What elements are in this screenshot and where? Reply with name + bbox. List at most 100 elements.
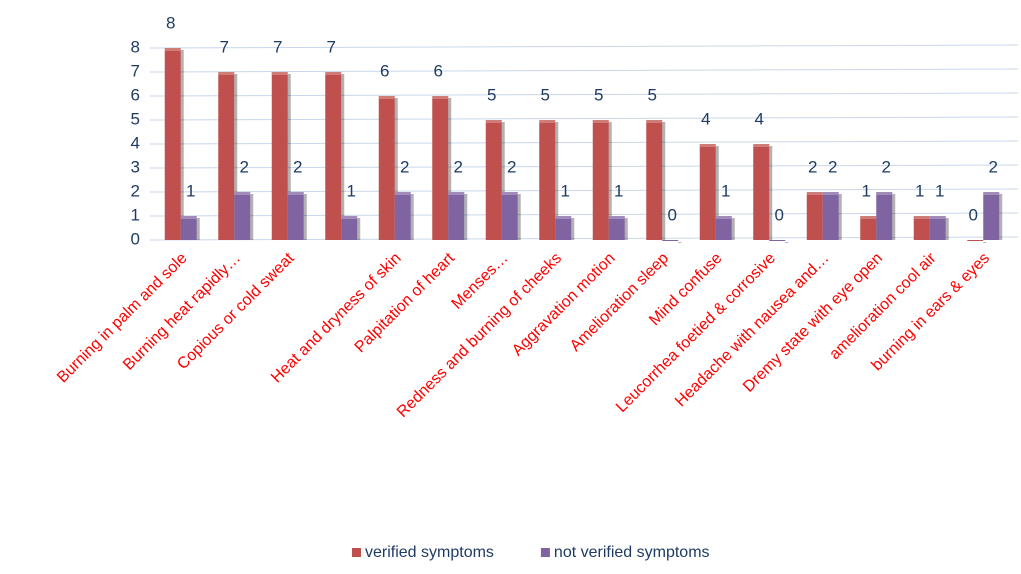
bar-side bbox=[662, 122, 666, 240]
bar bbox=[646, 120, 663, 240]
grid-line bbox=[149, 68, 1019, 73]
bar-side bbox=[357, 218, 361, 240]
bar bbox=[501, 192, 518, 240]
bar-top bbox=[394, 192, 411, 195]
data-label: 5 bbox=[487, 85, 496, 104]
data-label: 1 bbox=[561, 181, 570, 200]
data-label: 7 bbox=[273, 37, 282, 56]
data-label: 2 bbox=[882, 157, 891, 176]
bar-side bbox=[715, 146, 719, 240]
y-tick-label: 6 bbox=[131, 85, 140, 104]
bar-top bbox=[287, 192, 304, 195]
bar-side bbox=[180, 50, 184, 240]
legend-swatch bbox=[352, 548, 361, 557]
legend-swatch bbox=[540, 548, 550, 557]
data-label: 1 bbox=[186, 181, 195, 200]
bar bbox=[325, 72, 342, 240]
bar-top bbox=[753, 144, 770, 147]
bar-top bbox=[501, 192, 518, 195]
data-label: 2 bbox=[454, 157, 463, 176]
bar-side bbox=[838, 194, 842, 240]
data-label: 5 bbox=[648, 85, 657, 104]
bar-side bbox=[341, 74, 345, 240]
bar-top bbox=[983, 192, 1000, 195]
legend-label: verified symptoms bbox=[365, 544, 494, 561]
y-tick-label: 4 bbox=[131, 133, 140, 152]
grid-line bbox=[149, 140, 1019, 145]
data-label: 6 bbox=[434, 61, 443, 80]
data-label: 2 bbox=[507, 157, 516, 176]
grid-line bbox=[149, 116, 1019, 121]
bar bbox=[592, 120, 609, 240]
grid-line bbox=[149, 92, 1019, 97]
legend-label: not verified symptoms bbox=[554, 544, 710, 561]
bar bbox=[485, 120, 502, 240]
bar-side bbox=[250, 194, 254, 240]
bar bbox=[753, 144, 770, 240]
x-tick-label: Aggravation motion bbox=[509, 250, 619, 360]
bar-side bbox=[555, 122, 559, 240]
data-label: 1 bbox=[347, 181, 356, 200]
data-label: 2 bbox=[293, 157, 302, 176]
bar-top bbox=[164, 48, 181, 51]
bar bbox=[539, 120, 556, 240]
bar-side bbox=[983, 242, 987, 243]
y-tick-label: 2 bbox=[131, 181, 140, 200]
data-label: 1 bbox=[862, 181, 871, 200]
bar-side bbox=[196, 218, 200, 240]
bar bbox=[929, 216, 946, 240]
y-tick-label: 5 bbox=[131, 109, 140, 128]
y-tick-label: 3 bbox=[131, 157, 140, 176]
bar bbox=[699, 144, 716, 240]
bar bbox=[287, 192, 304, 240]
data-label: 0 bbox=[775, 205, 784, 224]
data-label: 5 bbox=[594, 85, 603, 104]
data-label: 2 bbox=[828, 157, 837, 176]
bar-side bbox=[678, 242, 682, 243]
bar-top bbox=[860, 216, 877, 219]
bar-top bbox=[539, 120, 556, 123]
bar bbox=[394, 192, 411, 240]
bar-side bbox=[624, 218, 628, 240]
bar-top bbox=[876, 192, 893, 195]
bar-top bbox=[929, 216, 946, 219]
bar-top bbox=[715, 216, 732, 219]
bar bbox=[806, 192, 823, 240]
x-tick-label: Palpitation of heart bbox=[352, 249, 459, 356]
grid-line bbox=[149, 164, 1019, 169]
bar bbox=[769, 240, 786, 241]
bar-top bbox=[378, 96, 395, 99]
bar bbox=[608, 216, 625, 240]
bar-top bbox=[485, 120, 502, 123]
bar-side bbox=[303, 194, 307, 240]
data-label: 7 bbox=[220, 37, 229, 56]
bar-top bbox=[325, 72, 342, 75]
grid-line bbox=[149, 188, 1019, 193]
data-label: 0 bbox=[668, 205, 677, 224]
bar bbox=[234, 192, 251, 240]
data-label: 2 bbox=[989, 157, 998, 176]
bar-top bbox=[180, 216, 197, 219]
bar-top bbox=[592, 120, 609, 123]
bar-top bbox=[646, 120, 663, 123]
data-label: 1 bbox=[614, 181, 623, 200]
bar-top bbox=[432, 96, 449, 99]
bar-side bbox=[608, 122, 612, 240]
x-tick-label: Amelioration sleep bbox=[567, 250, 672, 355]
bar-top bbox=[822, 192, 839, 195]
bar bbox=[341, 216, 358, 240]
bar bbox=[983, 192, 1000, 240]
bar bbox=[876, 192, 893, 240]
bar bbox=[822, 192, 839, 240]
bar-side bbox=[394, 98, 398, 240]
bar-side bbox=[945, 218, 949, 240]
bar-side bbox=[892, 194, 896, 240]
bar-side bbox=[234, 74, 238, 240]
bar bbox=[218, 72, 235, 240]
data-label: 8 bbox=[166, 13, 175, 32]
bar-side bbox=[464, 194, 468, 240]
bar-top bbox=[806, 192, 823, 195]
data-label: 4 bbox=[755, 109, 764, 128]
data-label: 2 bbox=[240, 157, 249, 176]
